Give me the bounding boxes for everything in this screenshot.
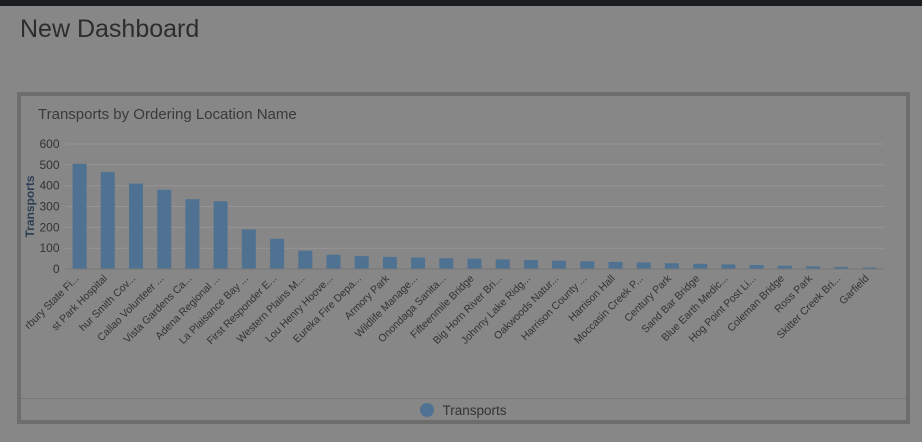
svg-text:400: 400	[39, 179, 59, 193]
svg-text:500: 500	[39, 158, 59, 172]
svg-text:0: 0	[53, 262, 60, 276]
svg-text:Transports: Transports	[23, 175, 37, 237]
svg-text:200: 200	[39, 220, 59, 234]
svg-text:Garfield: Garfield	[837, 273, 872, 308]
svg-text:300: 300	[39, 200, 59, 214]
svg-text:100: 100	[39, 241, 59, 255]
svg-text:600: 600	[39, 137, 59, 151]
